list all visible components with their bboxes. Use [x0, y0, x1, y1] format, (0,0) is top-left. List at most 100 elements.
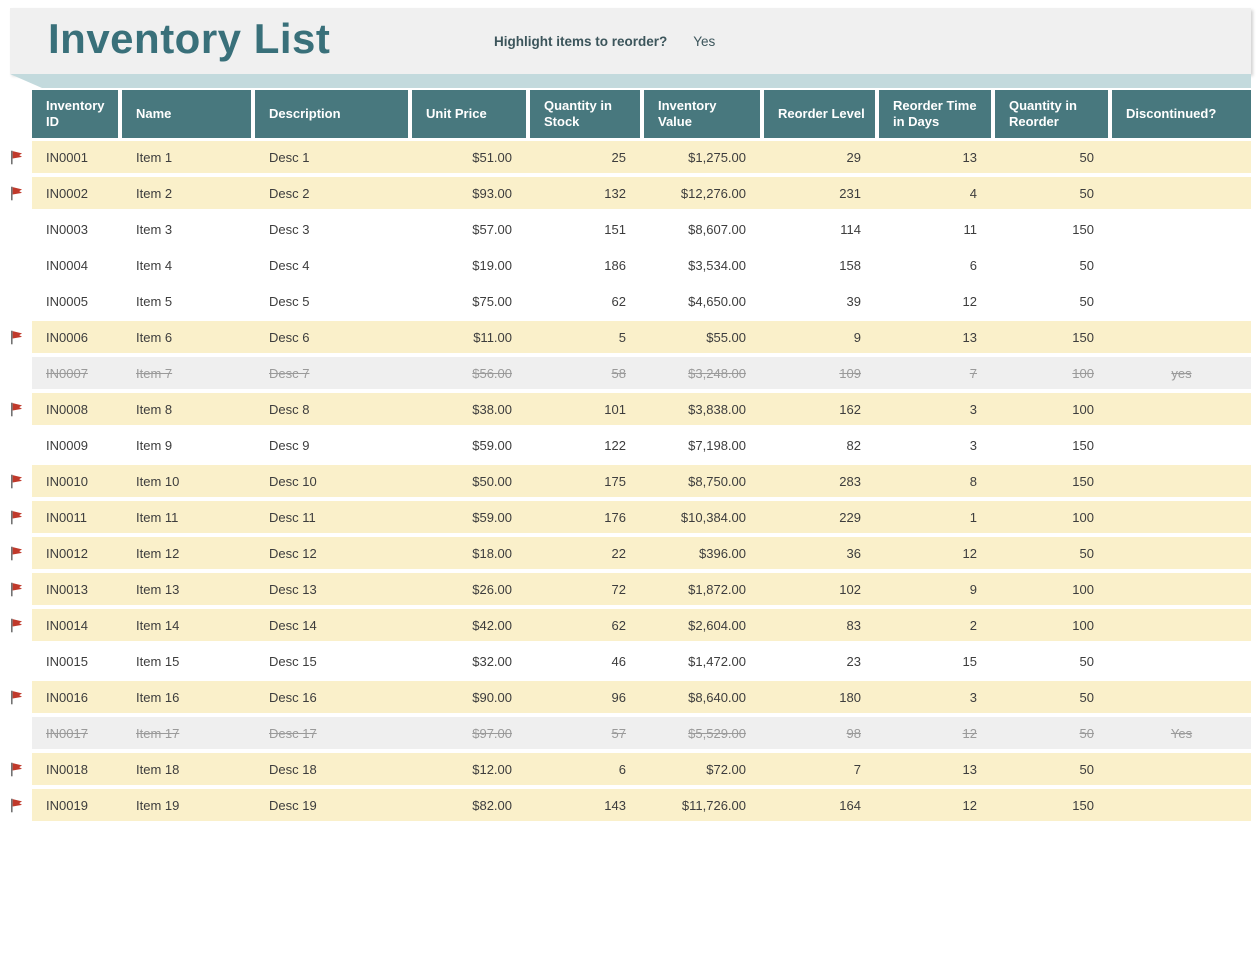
cell-name[interactable]: Item 18 — [136, 761, 180, 777]
cell-inv_value[interactable]: $7,198.00 — [688, 437, 746, 453]
cell-reorder_level[interactable]: 283 — [839, 473, 861, 489]
cell-inv_value[interactable]: $3,534.00 — [688, 257, 746, 273]
cell-name[interactable]: Item 6 — [136, 329, 173, 345]
table-row[interactable]: IN0014 Item 14 Desc 14 $42.00 62 $2,604.00 83 2… — [8, 609, 1251, 641]
table-row[interactable]: IN0018 Item 18 Desc 18 $12.00 6 $72.00 7 13 50 — [8, 753, 1251, 785]
cell-desc[interactable]: Desc 1 — [269, 149, 310, 165]
cell-desc[interactable]: Desc 17 — [269, 725, 317, 741]
cell-unit_price[interactable]: $90.00 — [472, 689, 512, 705]
cell-qty_reorder[interactable]: 100 — [1072, 617, 1094, 633]
cell-name[interactable]: Item 17 — [136, 725, 180, 741]
cell-reorder_time[interactable]: 4 — [969, 185, 977, 201]
cell-discontinued[interactable] — [1112, 177, 1251, 209]
cell-id[interactable]: IN0006 — [46, 329, 88, 345]
cell-qty_stock[interactable]: 6 — [618, 761, 626, 777]
cell-desc[interactable]: Desc 12 — [269, 545, 317, 561]
cell-name[interactable]: Item 2 — [136, 185, 173, 201]
cell-discontinued[interactable]: yes — [1171, 365, 1192, 381]
cell-inv_value[interactable]: $8,607.00 — [688, 221, 746, 237]
cell-qty_stock[interactable]: 122 — [604, 437, 626, 453]
cell-unit_price[interactable]: $93.00 — [472, 185, 512, 201]
cell-unit_price[interactable]: $59.00 — [472, 437, 512, 453]
cell-qty_stock[interactable]: 62 — [611, 617, 626, 633]
cell-reorder_time[interactable]: 3 — [969, 401, 977, 417]
column-header-qty_reorder[interactable]: Quantity in Reorder — [995, 90, 1112, 138]
cell-name[interactable]: Item 8 — [136, 401, 173, 417]
cell-id[interactable]: IN0013 — [46, 581, 88, 597]
cell-discontinued[interactable] — [1112, 753, 1251, 785]
column-header-desc[interactable]: Description — [255, 90, 412, 138]
cell-name[interactable]: Item 13 — [136, 581, 180, 597]
column-header-reorder_time[interactable]: Reorder Time in Days — [879, 90, 995, 138]
cell-reorder_level[interactable]: 29 — [846, 149, 861, 165]
cell-unit_price[interactable]: $32.00 — [472, 653, 512, 669]
table-row[interactable]: IN0015 Item 15 Desc 15 $32.00 46 $1,472.00 23 1… — [8, 645, 1251, 677]
table-row[interactable]: IN0002 Item 2 Desc 2 $93.00 132 $12,276.00 231… — [8, 177, 1251, 209]
cell-id[interactable]: IN0018 — [46, 761, 88, 777]
cell-qty_reorder[interactable]: 150 — [1072, 329, 1094, 345]
cell-qty_reorder[interactable]: 150 — [1072, 221, 1094, 237]
cell-reorder_time[interactable]: 12 — [962, 797, 977, 813]
cell-unit_price[interactable]: $59.00 — [472, 509, 512, 525]
table-row[interactable]: IN0005 Item 5 Desc 5 $75.00 62 $4,650.00 39 12 5… — [8, 285, 1251, 317]
cell-desc[interactable]: Desc 16 — [269, 689, 317, 705]
cell-desc[interactable]: Desc 4 — [269, 257, 310, 273]
cell-inv_value[interactable]: $8,640.00 — [688, 689, 746, 705]
table-row[interactable]: IN0016 Item 16 Desc 16 $90.00 96 $8,640.00 180… — [8, 681, 1251, 713]
cell-inv_value[interactable]: $1,472.00 — [688, 653, 746, 669]
column-header-reorder_level[interactable]: Reorder Level — [764, 90, 879, 138]
cell-reorder_time[interactable]: 13 — [962, 761, 977, 777]
cell-id[interactable]: IN0008 — [46, 401, 88, 417]
cell-reorder_time[interactable]: 15 — [962, 653, 977, 669]
cell-inv_value[interactable]: $12,276.00 — [680, 185, 746, 201]
cell-discontinued[interactable] — [1112, 537, 1251, 569]
cell-id[interactable]: IN0017 — [46, 725, 88, 741]
cell-reorder_level[interactable]: 83 — [846, 617, 861, 633]
cell-inv_value[interactable]: $8,750.00 — [688, 473, 746, 489]
cell-qty_stock[interactable]: 151 — [604, 221, 626, 237]
cell-name[interactable]: Item 16 — [136, 689, 180, 705]
cell-qty_stock[interactable]: 46 — [611, 653, 626, 669]
cell-reorder_time[interactable]: 9 — [969, 581, 977, 597]
cell-inv_value[interactable]: $2,604.00 — [688, 617, 746, 633]
cell-id[interactable]: IN0009 — [46, 437, 88, 453]
cell-reorder_level[interactable]: 98 — [846, 725, 861, 741]
cell-id[interactable]: IN0005 — [46, 293, 88, 309]
cell-desc[interactable]: Desc 14 — [269, 617, 317, 633]
table-row[interactable]: IN0017 Item 17 Desc 17 $97.00 57 $5,529.00 98 1… — [8, 717, 1251, 749]
column-header-discontinued[interactable]: Discontinued? — [1112, 90, 1251, 138]
cell-reorder_time[interactable]: 13 — [962, 149, 977, 165]
cell-reorder_time[interactable]: 6 — [969, 257, 977, 273]
cell-name[interactable]: Item 14 — [136, 617, 180, 633]
table-row[interactable]: IN0004 Item 4 Desc 4 $19.00 186 $3,534.00 158 6… — [8, 249, 1251, 281]
cell-name[interactable]: Item 7 — [136, 365, 173, 381]
cell-qty_stock[interactable]: 101 — [604, 401, 626, 417]
cell-desc[interactable]: Desc 3 — [269, 221, 310, 237]
cell-discontinued[interactable] — [1112, 501, 1251, 533]
cell-name[interactable]: Item 12 — [136, 545, 180, 561]
cell-unit_price[interactable]: $51.00 — [472, 149, 512, 165]
cell-inv_value[interactable]: $1,872.00 — [688, 581, 746, 597]
column-header-id[interactable]: Inventory ID — [32, 90, 122, 138]
cell-discontinued[interactable]: Yes — [1170, 725, 1193, 741]
column-header-qty_stock[interactable]: Quantity in Stock — [530, 90, 644, 138]
cell-qty_stock[interactable]: 5 — [618, 329, 626, 345]
cell-id[interactable]: IN0003 — [46, 221, 88, 237]
cell-qty_stock[interactable]: 143 — [604, 797, 626, 813]
cell-unit_price[interactable]: $42.00 — [472, 617, 512, 633]
cell-reorder_time[interactable]: 11 — [963, 221, 978, 237]
cell-id[interactable]: IN0012 — [46, 545, 88, 561]
cell-qty_stock[interactable]: 22 — [611, 545, 626, 561]
cell-desc[interactable]: Desc 13 — [269, 581, 317, 597]
table-row[interactable]: IN0013 Item 13 Desc 13 $26.00 72 $1,872.00 102… — [8, 573, 1251, 605]
cell-reorder_level[interactable]: 36 — [846, 545, 861, 561]
cell-desc[interactable]: Desc 7 — [269, 365, 310, 381]
cell-qty_stock[interactable]: 176 — [604, 509, 626, 525]
cell-unit_price[interactable]: $38.00 — [472, 401, 512, 417]
cell-inv_value[interactable]: $3,838.00 — [688, 401, 746, 417]
cell-qty_stock[interactable]: 25 — [611, 149, 626, 165]
cell-reorder_level[interactable]: 231 — [839, 185, 861, 201]
cell-discontinued[interactable] — [1112, 789, 1251, 821]
cell-qty_reorder[interactable]: 50 — [1079, 149, 1094, 165]
cell-inv_value[interactable]: $4,650.00 — [688, 293, 746, 309]
